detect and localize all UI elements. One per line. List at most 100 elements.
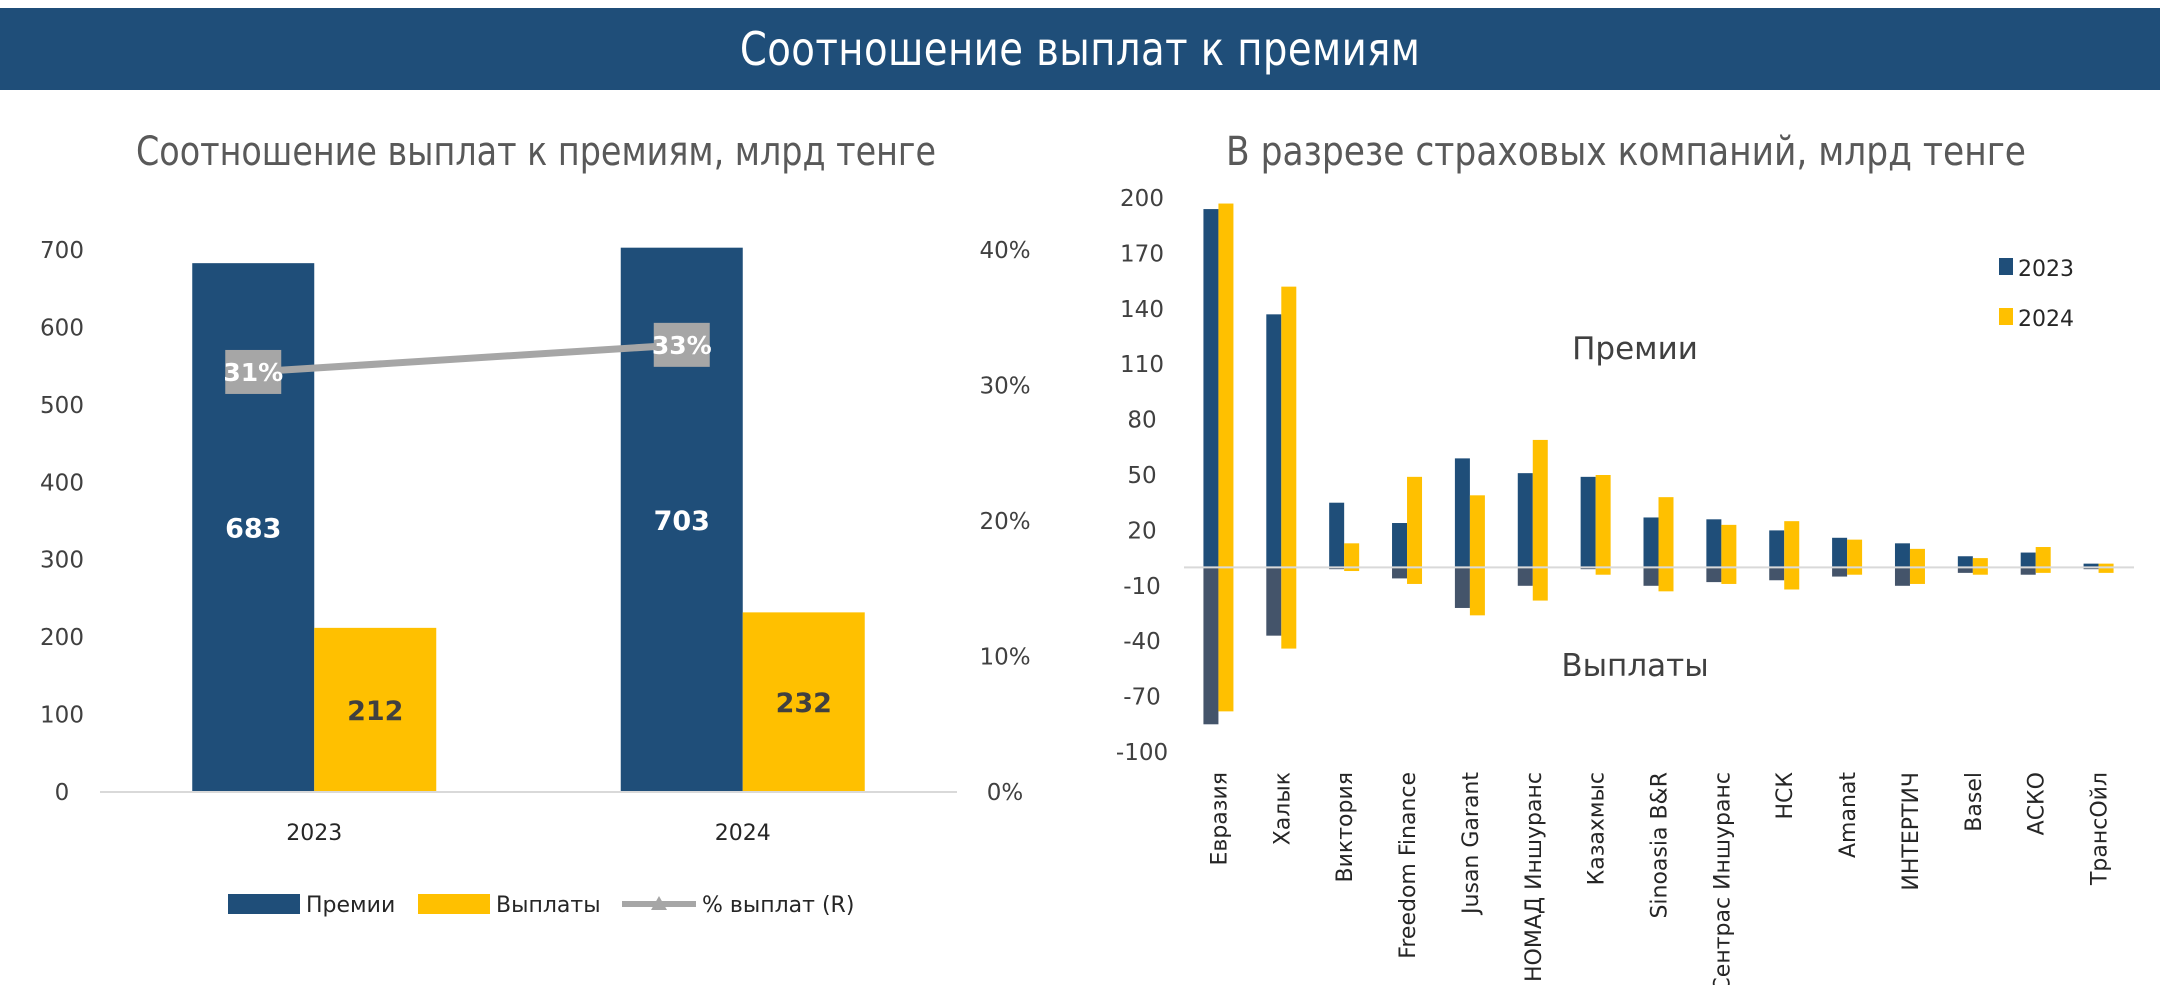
legend-swatch-2023 [1999,258,2013,275]
bar-premiums-2023 [1580,476,1596,568]
y-tick-label: 80 [1127,408,1156,434]
bar-payouts-2024 [2098,567,2114,573]
bar-premiums-2024 [1218,203,1234,568]
chart-premiums-vs-payouts: Соотношение выплат к премиям, млрд тенге… [40,129,1031,918]
bar-premiums-2023 [1957,556,1973,568]
y-tick-label: 20 [1127,518,1156,544]
bar-premiums-2023 [1454,458,1470,568]
x-tick-label: Basel [1962,772,1987,832]
bar-premiums-2024 [1972,558,1988,568]
bar-payouts [314,627,437,792]
bar-payouts-2024 [1532,567,1548,601]
y-tick-label: 50 [1127,463,1156,489]
y-tick-label: -10 [1123,574,1161,600]
line-label-payout-ratio: 31% [223,358,283,387]
y-tick-label: -70 [1123,685,1161,711]
bar-premiums-2023 [1894,543,1910,568]
line-label-box [225,349,282,394]
bar-payouts-2024 [1281,567,1297,649]
legend-swatch-2024 [1999,308,2013,325]
bar-payouts-2024 [1407,567,1423,584]
line-label-payout-ratio: 33% [652,331,712,360]
x-tick-label: Виктория [1333,772,1358,882]
legend-label-ratio: % выплат (R) [702,893,854,918]
chart-by-insurance-company: В разрезе страховых компаний, млрд тенге… [1116,129,2134,985]
bar-premiums-2024 [1658,497,1674,568]
bar-payouts-2023 [1832,567,1848,577]
y-tick-label: 600 [40,315,84,341]
bar-premiums-2024 [2098,563,2114,568]
legend-label-2023: 2023 [2018,257,2074,282]
bar-payouts-2024 [1847,567,1863,575]
y-tick-label: 200 [1120,186,1164,212]
bar-label-payouts: 212 [347,696,403,727]
y2-tick-label: 10% [979,645,1030,671]
bar-premiums-2024 [1721,524,1737,568]
y-tick-label: 200 [40,625,84,651]
bar-payouts-2024 [1658,567,1674,592]
y2-tick-label: 30% [979,374,1030,400]
x-tick-label: Халык [1270,772,1295,845]
annotation-premiums: Премии [1572,331,1698,367]
x-tick-label: ИНТЕРТИЧ [1899,772,1924,891]
bar-payouts-2023 [1266,567,1282,636]
x-tick-label: Евразия [1207,772,1232,866]
x-tick-label: Jusan Garant [1459,772,1484,916]
x-tick-label: 2023 [286,821,342,846]
bar-payouts-2023 [1706,567,1722,583]
bar-premiums-2024 [1784,521,1800,568]
bar-label-premiums: 703 [654,506,710,537]
bar-payouts-2024 [1909,567,1925,584]
chart-title: В разрезе страховых компаний, млрд тенге [1226,129,2026,175]
bar-premiums-2023 [2083,563,2099,568]
bar-premiums-2023 [1832,537,1848,568]
legend-swatch-premiums [228,894,300,914]
x-tick-label: ТрансОйл [2088,772,2113,886]
bar-premiums-2023 [1643,517,1659,568]
bar-premiums-2023 [1706,519,1722,568]
x-tick-label: Amanat [1836,772,1861,858]
legend-label-2024: 2024 [2018,307,2074,332]
x-tick-label: Казахмыс [1585,772,1610,885]
bar-premiums-2023 [2020,552,2036,568]
bar-label-premiums: 683 [225,514,281,545]
bar-payouts-2024 [1721,567,1737,584]
page-banner: Соотношение выплат к премиям [0,8,2160,90]
bar-payouts-2023 [1769,567,1785,581]
bar-premiums-2024 [1344,543,1360,568]
y2-tick-label: 40% [979,238,1030,264]
bar-premiums-2024 [1595,475,1611,568]
x-tick-label: Freedom Finance [1396,772,1421,959]
x-tick-label: НОМАД Иншуранс [1522,772,1547,982]
bar-premiums-2024 [1407,476,1423,568]
x-tick-label: АСКО [2025,772,2050,835]
bar-premiums-2023 [1392,523,1408,568]
y-tick-label: 100 [40,703,84,729]
y-tick-label: -100 [1116,740,1168,766]
bar-label-payouts: 232 [776,688,832,719]
bar-payouts-2024 [1595,567,1611,575]
bar-premiums-2023 [1203,209,1219,568]
y2-tick-label: 20% [979,509,1030,535]
x-tick-label: НСК [1773,772,1798,820]
y2-tick-label: 0% [987,780,1024,806]
annotation-payouts: Выплаты [1561,648,1708,684]
bar-payouts-2023 [1894,567,1910,586]
bar-payouts-2023 [1203,567,1219,725]
y-tick-label: 170 [1120,241,1164,267]
y-tick-label: 500 [40,393,84,419]
bar-payouts-2024 [1972,567,1988,575]
x-tick-label: Sinoasia B&R [1648,772,1673,919]
x-tick-label: Сентрас Иншуранс [1710,772,1735,985]
bar-payouts-2024 [1344,567,1360,572]
bar-premiums-2024 [1909,548,1925,568]
bar-premiums-2024 [1469,495,1485,568]
y-tick-label: -40 [1123,629,1161,655]
bar-premiums-2024 [1847,539,1863,568]
chart-title: Соотношение выплат к премиям, млрд тенге [136,129,936,175]
bar-premiums-2023 [1266,314,1282,568]
x-tick-label: 2024 [715,821,771,846]
bar-premiums-2024 [2035,547,2051,568]
legend-marker-ratio [651,896,667,910]
bar-payouts-2024 [1469,567,1485,616]
